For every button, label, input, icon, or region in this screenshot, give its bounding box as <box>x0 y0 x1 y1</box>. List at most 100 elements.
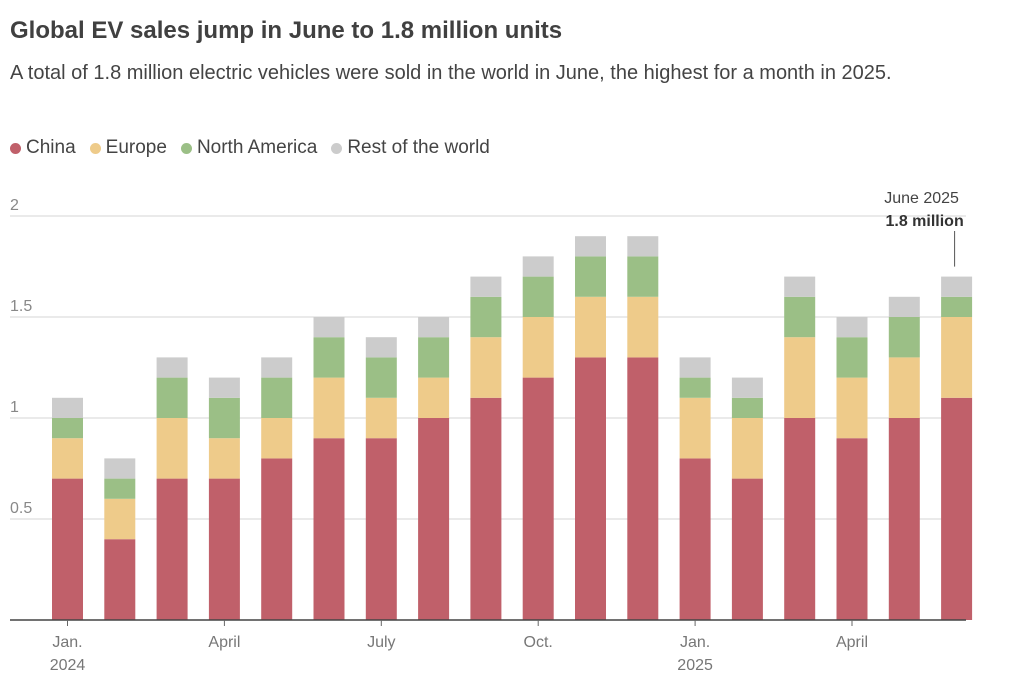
bar-segment-europe <box>313 377 345 439</box>
bar-segment-china <box>836 438 868 620</box>
bar-segment-north-america <box>679 377 711 398</box>
bar-segment-rest-of-the-world <box>208 377 240 398</box>
legend-item-europe: Europe <box>89 137 167 159</box>
y-tick-label: 0.5 <box>10 500 32 517</box>
x-tick-label: April <box>836 634 868 651</box>
legend-label-rest-of-world: Rest of the world <box>347 137 490 158</box>
bar-segment-north-america <box>941 296 973 317</box>
bar-segment-europe <box>679 397 711 459</box>
bar-segment-china <box>941 397 973 620</box>
y-tick-label: 1 <box>10 399 19 416</box>
bar-segment-china <box>627 357 659 620</box>
bar-segment-china <box>52 478 83 620</box>
bar-segment-europe <box>470 337 502 398</box>
legend-item-china: China <box>10 137 76 159</box>
legend: China Europe North America Rest of the w… <box>10 137 490 159</box>
bar-segment-europe <box>575 296 606 358</box>
bar-segment-rest-of-the-world <box>679 357 711 378</box>
bar-segment-north-america <box>418 337 450 378</box>
bar-segment-rest-of-the-world <box>888 296 920 317</box>
bar-segment-north-america <box>365 357 397 398</box>
bar-segment-rest-of-the-world <box>313 317 345 338</box>
legend-label-china: China <box>26 137 76 158</box>
bar-segment-north-america <box>836 337 868 378</box>
bar-segment-north-america <box>104 478 136 499</box>
bar-segment-north-america <box>627 256 659 297</box>
bar-segment-rest-of-the-world <box>156 357 188 378</box>
bar-segment-china <box>104 539 136 620</box>
stacked-bar-chart: 0.5 1 1.5 2 Jan. 2024 April July Oct. Jan. 2025 Apr… <box>10 190 973 674</box>
legend-item-north-america: North America <box>180 137 318 159</box>
bar-segment-north-america <box>261 377 293 418</box>
x-tick-label: Oct. <box>524 634 553 651</box>
bar-segment-north-america <box>522 276 554 317</box>
bar-segment-china <box>261 458 293 620</box>
legend-label-europe: Europe <box>105 137 167 158</box>
bar-segment-europe <box>104 498 136 540</box>
bar-segment-north-america <box>52 418 83 439</box>
x-tick-label: April <box>208 634 240 651</box>
bar-segment-rest-of-the-world <box>104 458 136 479</box>
x-tick-label: July <box>367 634 395 651</box>
bar-segment-china <box>208 478 240 620</box>
bar-segment-china <box>784 418 816 620</box>
bar-segment-china <box>679 458 711 620</box>
bar-segment-europe <box>888 357 920 418</box>
bar-segment-rest-of-the-world <box>52 397 83 418</box>
x-tick-label: Jan. 2024 <box>50 634 86 674</box>
bar-segment-europe <box>261 418 293 459</box>
x-tick-label: Jan. 2025 <box>677 634 713 674</box>
bar-segment-rest-of-the-world <box>522 256 554 277</box>
bar-segment-north-america <box>575 256 606 297</box>
bar-segment-china <box>365 438 397 620</box>
legend-item-rest-of-world: Rest of the world <box>331 137 490 159</box>
bar-segment-north-america <box>731 397 763 418</box>
bar-segment-rest-of-the-world <box>627 236 659 257</box>
bar-segment-europe <box>208 438 240 479</box>
bar-segment-rest-of-the-world <box>418 317 450 338</box>
legend-swatch-rest-of-world <box>331 142 343 154</box>
bar-segment-china <box>888 418 920 620</box>
bar-segment-north-america <box>156 377 188 418</box>
bar-segment-rest-of-the-world <box>365 337 397 358</box>
annotation-value: 1.8 million <box>885 213 963 230</box>
bar-segment-china <box>418 418 450 620</box>
chart-subtitle: A total of 1.8 million electric vehicles… <box>10 62 892 84</box>
legend-label-north-america: North America <box>196 137 318 158</box>
legend-swatch-china <box>10 142 21 154</box>
bar-segment-china <box>522 377 554 620</box>
bar-segment-north-america <box>313 337 345 378</box>
bar-segment-north-america <box>888 317 920 358</box>
annotation-month: June 2025 <box>884 190 959 207</box>
bar-segment-china <box>470 397 502 620</box>
bar-segment-rest-of-the-world <box>575 236 606 257</box>
bar-segment-rest-of-the-world <box>784 276 816 297</box>
bar-segment-europe <box>836 377 868 439</box>
bar-segment-north-america <box>470 296 502 338</box>
bar-segment-rest-of-the-world <box>941 276 973 297</box>
bar-segment-europe <box>941 317 973 398</box>
bar-segment-north-america <box>784 296 816 338</box>
bar-segment-china <box>313 438 345 620</box>
bar-segment-europe <box>365 397 397 439</box>
legend-swatch-europe <box>89 142 101 154</box>
y-tick-label: 1.5 <box>10 298 32 315</box>
bar-segment-europe <box>731 418 763 479</box>
bar-segment-rest-of-the-world <box>731 377 763 398</box>
bar-segment-north-america <box>208 397 240 439</box>
bar-segment-china <box>575 357 606 620</box>
y-tick-label: 2 <box>10 197 19 214</box>
bar-segment-europe <box>156 418 188 479</box>
bar-segment-rest-of-the-world <box>261 357 293 378</box>
bar-segment-europe <box>627 296 659 358</box>
bar-segment-rest-of-the-world <box>470 276 502 297</box>
bar-segment-europe <box>52 438 83 479</box>
bar-segment-europe <box>522 317 554 378</box>
bar-segment-rest-of-the-world <box>836 317 868 338</box>
bar-segment-china <box>156 478 188 620</box>
bar-segment-europe <box>418 377 450 418</box>
legend-swatch-north-america <box>180 142 192 154</box>
chart-title: Global EV sales jump in June to 1.8 mill… <box>10 17 563 44</box>
bar-segment-europe <box>784 337 816 418</box>
bar-segment-china <box>731 478 763 620</box>
